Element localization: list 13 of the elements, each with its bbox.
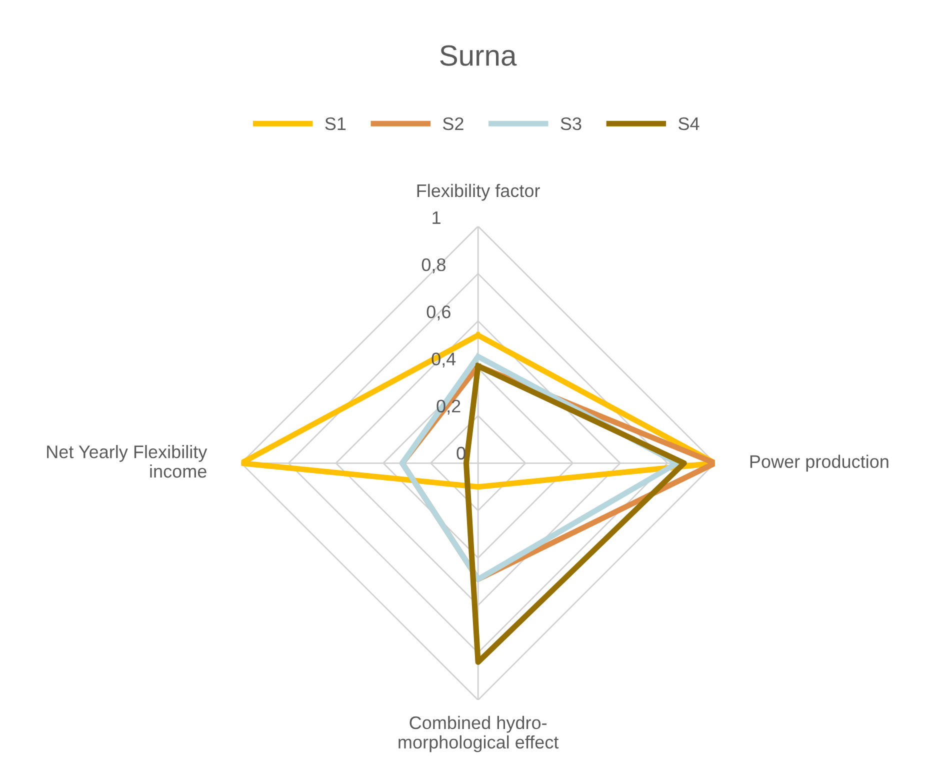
y-tick-label: 0,6 — [426, 305, 450, 320]
y-tick-label: 0,4 — [432, 352, 456, 368]
legend-label: S1 — [325, 117, 346, 130]
y-tick-label: 0,8 — [422, 258, 446, 274]
legend-label: S4 — [678, 117, 700, 130]
chart-title: Surna — [440, 45, 517, 66]
spoke-label: Net Yearly Flexibility income — [47, 445, 208, 478]
spoke-label: Flexibility factor — [417, 184, 540, 201]
legend-label: S3 — [560, 117, 582, 130]
legend-label: S2 — [442, 117, 464, 130]
spoke-label: Power production — [750, 454, 888, 472]
y-tick-label: 1 — [432, 211, 440, 224]
spoke-label: Combined hydro- morphological effect — [398, 716, 559, 752]
